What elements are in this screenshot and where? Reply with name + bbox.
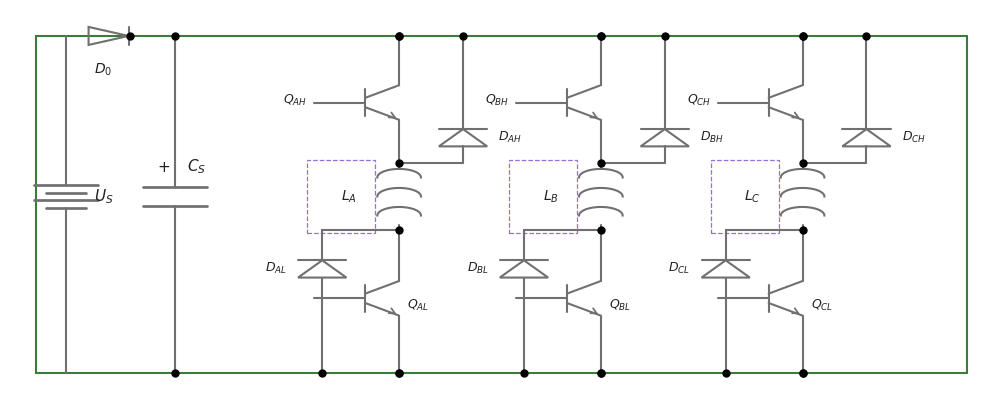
Text: $L_{A}$: $L_{A}$ bbox=[341, 188, 357, 205]
Text: $D_{CH}$: $D_{CH}$ bbox=[902, 130, 926, 145]
Text: $D_{BL}$: $D_{BL}$ bbox=[467, 261, 489, 277]
Text: $D_{AL}$: $D_{AL}$ bbox=[265, 261, 287, 277]
Text: $D_{AH}$: $D_{AH}$ bbox=[498, 130, 522, 145]
Text: $L_{C}$: $L_{C}$ bbox=[744, 188, 761, 205]
Text: $U_S$: $U_S$ bbox=[94, 187, 113, 206]
Text: $C_S$: $C_S$ bbox=[187, 158, 206, 176]
Text: $Q_{CH}$: $Q_{CH}$ bbox=[687, 93, 711, 108]
Text: $D_{CL}$: $D_{CL}$ bbox=[668, 261, 691, 277]
Text: $Q_{BH}$: $Q_{BH}$ bbox=[485, 93, 509, 108]
Bar bbox=[307, 160, 375, 233]
Text: $L_{B}$: $L_{B}$ bbox=[543, 188, 559, 205]
Text: $D_0$: $D_0$ bbox=[94, 61, 113, 78]
Text: $Q_{CL}$: $Q_{CL}$ bbox=[811, 298, 833, 312]
Text: $Q_{BL}$: $Q_{BL}$ bbox=[609, 298, 631, 312]
Bar bbox=[711, 160, 779, 233]
Text: +: + bbox=[158, 160, 170, 174]
Text: $Q_{AL}$: $Q_{AL}$ bbox=[407, 298, 429, 312]
Bar bbox=[509, 160, 577, 233]
Text: $Q_{AH}$: $Q_{AH}$ bbox=[283, 93, 307, 108]
Text: $D_{BH}$: $D_{BH}$ bbox=[700, 130, 724, 145]
